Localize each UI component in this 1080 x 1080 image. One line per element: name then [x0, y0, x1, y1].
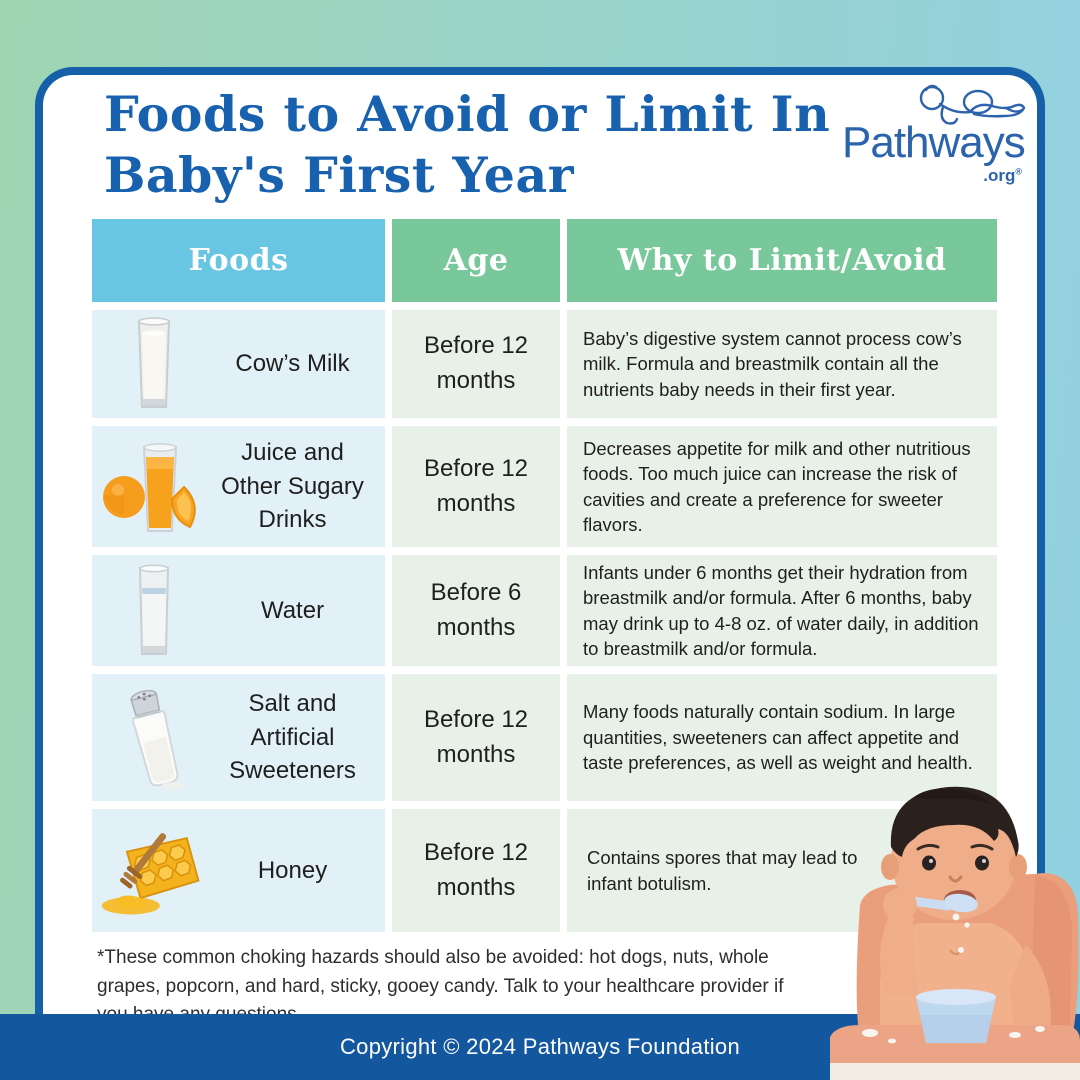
logo-tld: .org® — [983, 166, 1022, 185]
table-row-age-cell: Before 12 months — [392, 674, 560, 801]
page-title: Foods to Avoid or Limit In Baby's First … — [104, 84, 830, 207]
honeycomb-icon — [98, 823, 210, 919]
foods-table: Foods Age Why to Limit/Avoid Cow’s Milk … — [92, 219, 997, 932]
salt-shaker-icon — [98, 682, 210, 794]
table-row-age-cell: Before 12 months — [392, 426, 560, 547]
food-name: Juice and Other Sugary Drinks — [221, 439, 364, 534]
table-row-age-cell: Before 6 months — [392, 555, 560, 666]
why-text: Baby’s digestive system cannot process c… — [583, 327, 962, 400]
crawling-baby-icon — [910, 80, 1028, 137]
column-header-why: Why to Limit/Avoid — [567, 219, 997, 302]
water-glass-icon — [98, 562, 210, 660]
logo-wordmark: Pathways — [842, 118, 1026, 167]
food-name: Water — [260, 596, 325, 624]
why-text: Contains spores that may lead to infant … — [587, 847, 858, 894]
food-name: Honey — [257, 856, 328, 884]
why-text: Infants under 6 months get their hydrati… — [583, 561, 979, 659]
table-row-food-cell: Honey — [92, 809, 385, 932]
table-row-why-cell: Infants under 6 months get their hydrati… — [567, 555, 997, 666]
column-header-foods: Foods — [92, 219, 385, 302]
table-row-age-cell: Before 12 months — [392, 809, 560, 932]
food-name: Cow’s Milk — [235, 350, 350, 378]
baby-eating-photo — [830, 745, 1080, 1080]
column-header-age: Age — [392, 219, 560, 302]
why-text: Decreases appetite for milk and other nu… — [583, 437, 971, 535]
why-text: Many foods naturally contain sodium. In … — [583, 701, 973, 774]
food-name: Salt and Artificial Sweeteners — [229, 690, 356, 785]
orange-juice-icon — [98, 435, 210, 539]
table-row-why-cell: Decreases appetite for milk and other nu… — [567, 426, 997, 547]
page-title-line2: Baby's First Year — [104, 146, 575, 205]
table-row-food-cell: Water — [92, 555, 385, 666]
table-row-food-cell: Juice and Other Sugary Drinks — [92, 426, 385, 547]
milk-glass-icon — [98, 315, 210, 413]
pathways-logo: Pathways .org® — [840, 80, 1036, 190]
table-row-why-cell: Many foods naturally contain sodium. In … — [567, 674, 997, 801]
table-row-food-cell: Salt and Artificial Sweeteners — [92, 674, 385, 801]
table-row-age-cell: Before 12 months — [392, 310, 560, 418]
choking-hazard-footnote: *These common choking hazards should als… — [97, 947, 784, 1025]
table-row-why-cell: Baby’s digestive system cannot process c… — [567, 310, 997, 418]
table-row-food-cell: Cow’s Milk — [92, 310, 385, 418]
page-title-line1: Foods to Avoid or Limit In — [104, 85, 831, 143]
copyright-text: Copyright © 2024 Pathways Foundation — [339, 1034, 741, 1059]
